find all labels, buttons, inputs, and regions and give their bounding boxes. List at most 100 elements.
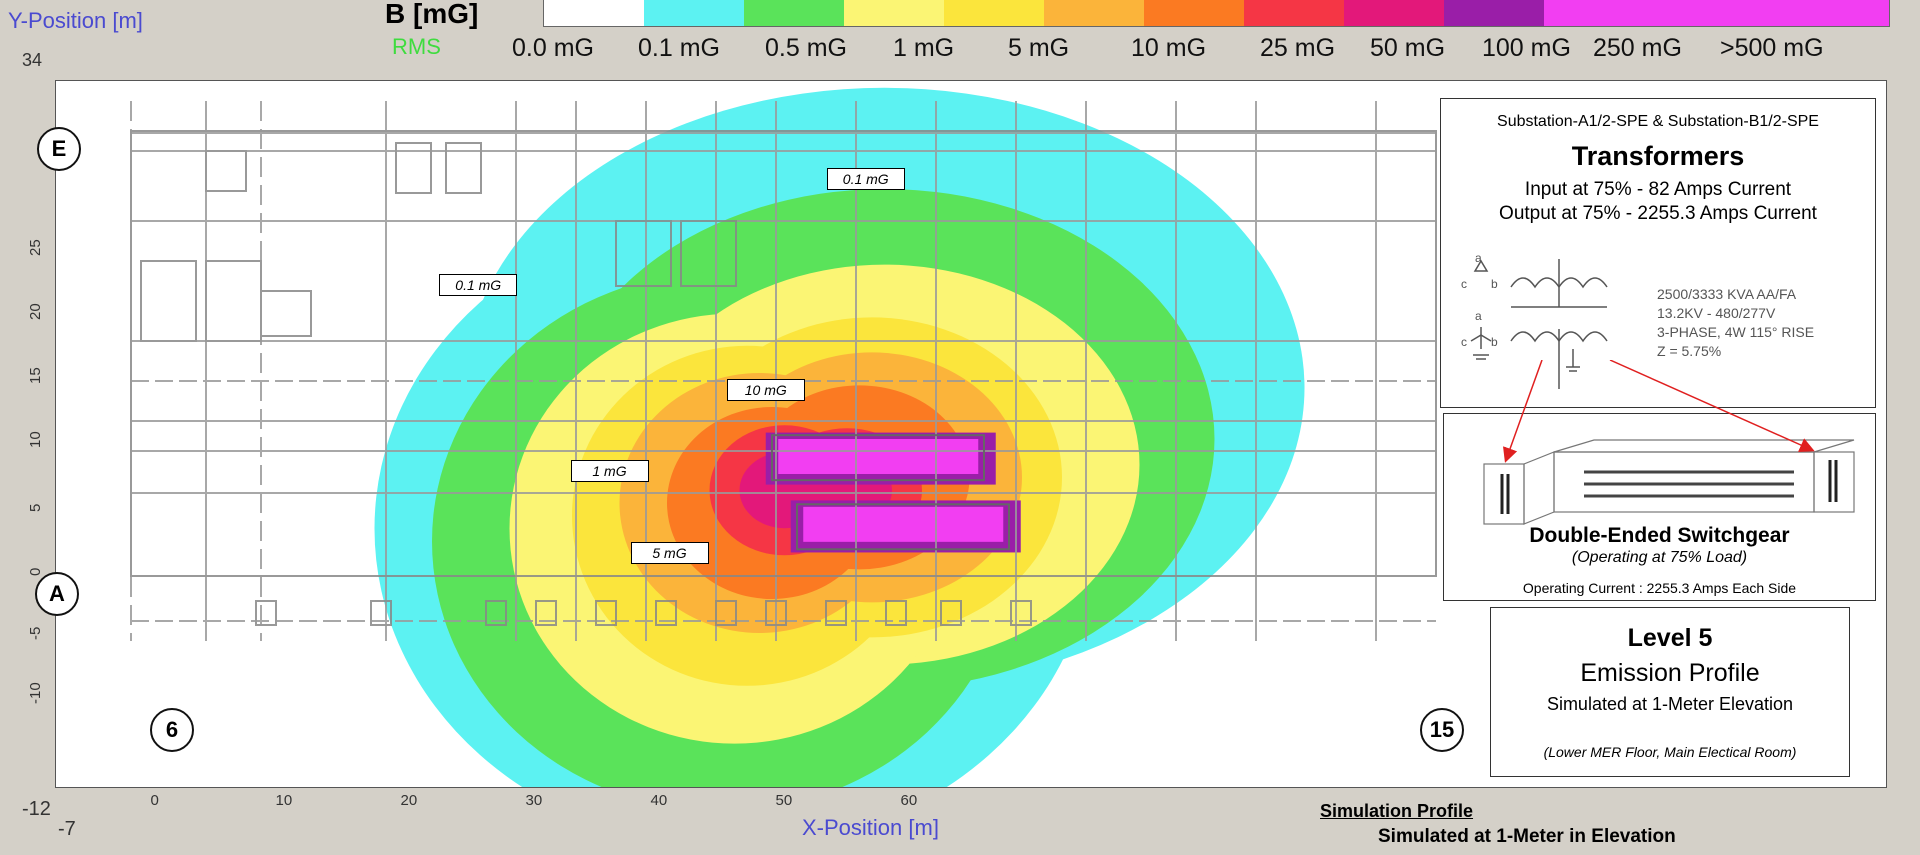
legend-label: 0.5 mG (765, 34, 847, 62)
switchgear-current: Operating Current : 2255.3 Amps Each Sid… (1522, 580, 1797, 596)
legend-labels: 0.0 mG 0.1 mG 0.5 mG 1 mG 5 mG 10 mG 25 mG 50 m… (0, 34, 1920, 64)
colorbar-swatch (744, 0, 844, 26)
column-marker (535, 600, 557, 626)
colorbar-swatch (544, 0, 644, 26)
contour-fill-group (374, 87, 1305, 787)
arrow-right (1609, 360, 1815, 452)
colorbar-swatch (1044, 0, 1144, 26)
column-marker (940, 600, 962, 626)
y-min-label: -12 (22, 798, 51, 820)
spec-impedance: Z = 5.75% (1657, 343, 1722, 359)
colorbar-swatch (1144, 0, 1244, 26)
column-marker (370, 600, 392, 626)
x-tick-label: 60 (900, 792, 918, 809)
colorbar-swatch (844, 0, 944, 26)
room-block (205, 150, 247, 192)
symbol-c-top: c (1461, 277, 1467, 291)
column-marker (1010, 600, 1032, 626)
x-axis-title: X-Position [m] (802, 815, 939, 840)
grid-marker-a: A (35, 572, 79, 616)
room-block (205, 260, 262, 342)
column-marker (595, 600, 617, 626)
x-tick-label: 0 (150, 792, 159, 809)
pointer-arrows (1503, 360, 1815, 463)
symbol-c-bottom: c (1461, 335, 1467, 349)
grid-marker-e: E (37, 127, 81, 171)
room-note: (Lower MER Floor, Main Electical Room) (1543, 744, 1797, 760)
legend-label: 10 mG (1131, 34, 1207, 62)
x-min-label: -7 (58, 818, 76, 840)
substation-name: Substation-A1/2-SPE & Substation-B1/2-SP… (1497, 113, 1819, 130)
transformer-symbol-icon (1470, 259, 1608, 389)
colorbar-swatch (1444, 0, 1544, 26)
legend-label: 0.1 mG (638, 34, 720, 62)
y-tick-label: 15 (27, 367, 44, 384)
input-current: Input at 75% - 82 Amps Current (1524, 179, 1792, 200)
transformer-specs: 2500/3333 KVA AA/FA 13.2KV - 480/277V 3-… (1657, 285, 1814, 361)
simulation-profile-label: Simulation Profile (1320, 801, 1474, 821)
x-tick-label: 50 (775, 792, 793, 809)
colorbar-swatch (644, 0, 744, 26)
output-current: Output at 75% - 2255.3 Amps Current (1499, 203, 1817, 224)
y-tick-label: 5 (27, 503, 44, 512)
room-block (140, 260, 197, 342)
switchgear-heading: Double-Ended Switchgear (1529, 524, 1790, 547)
transformer-info-panel: Substation-A1/2-SPE & Substation-B1/2-SP… (1440, 98, 1876, 408)
emission-heading: Emission Profile (1580, 659, 1760, 687)
room-block (615, 220, 672, 287)
contour-label: 1 mG (570, 460, 649, 482)
legend-label: 50 mG (1370, 34, 1446, 62)
spec-kva: 2500/3333 KVA AA/FA (1657, 286, 1797, 302)
room-block (395, 142, 432, 194)
spec-voltage: 13.2KV - 480/277V (1657, 305, 1776, 321)
simulation-elevation-label: Simulated at 1-Meter in Elevation (1378, 826, 1676, 847)
symbol-b-bottom: b (1491, 335, 1498, 349)
room-block (260, 290, 312, 337)
column-marker (715, 600, 737, 626)
legend-label: >500 mG (1720, 34, 1824, 62)
switchgear-load: (Operating at 75% Load) (1571, 549, 1748, 566)
x-tick-label: 30 (525, 792, 543, 809)
symbol-b-top: b (1491, 277, 1498, 291)
grid-marker-6: 6 (150, 708, 194, 752)
contour-label: 5 mG (630, 541, 709, 564)
legend-label: 250 mG (1593, 34, 1682, 62)
y-tick-label: 20 (27, 303, 44, 320)
legend-subtitle: RMS (392, 34, 441, 59)
x-tick-label: 40 (650, 792, 668, 809)
transformer-footprints (771, 434, 1010, 551)
arrow-left (1503, 360, 1543, 463)
column-marker (885, 600, 907, 626)
building-outline (130, 130, 1437, 577)
transformer-outline (771, 434, 985, 482)
colorbar-swatch (1344, 0, 1444, 26)
legend-title: B [mG] (385, 0, 479, 29)
spec-phase: 3-PHASE, 4W 115° RISE (1657, 324, 1815, 340)
grid-marker-15: 15 (1420, 708, 1464, 752)
emission-profile-panel: Level 5 Emission Profile Simulated at 1-… (1490, 607, 1850, 777)
legend-label: 25 mG (1260, 34, 1336, 62)
legend-label: 5 mG (1008, 34, 1070, 62)
room-block (445, 142, 482, 194)
x-tick-label: 20 (400, 792, 418, 809)
colorbar (543, 0, 1890, 27)
legend-label: 0.0 mG (512, 34, 594, 62)
column-marker (825, 600, 847, 626)
level-heading: Level 5 (1627, 624, 1713, 652)
column-marker (655, 600, 677, 626)
emission-contour-map (130, 87, 1437, 787)
core->500mG (803, 506, 1004, 542)
legend-label: 1 mG (893, 34, 955, 62)
contour-label: 0.1 mG (826, 168, 905, 191)
room-block (680, 220, 737, 287)
symbol-a-bottom: a (1475, 309, 1482, 323)
column-marker (485, 600, 507, 626)
y-tick-label: 25 (27, 239, 44, 256)
colorbar-swatch (944, 0, 1044, 26)
column-marker (255, 600, 277, 626)
contour-label: 0.1 mG (439, 274, 518, 297)
y-tick-label: 0 (27, 567, 44, 576)
legend-label: 100 mG (1482, 34, 1571, 62)
y-tick-label: -10 (27, 682, 44, 704)
core->500mG (778, 439, 979, 474)
